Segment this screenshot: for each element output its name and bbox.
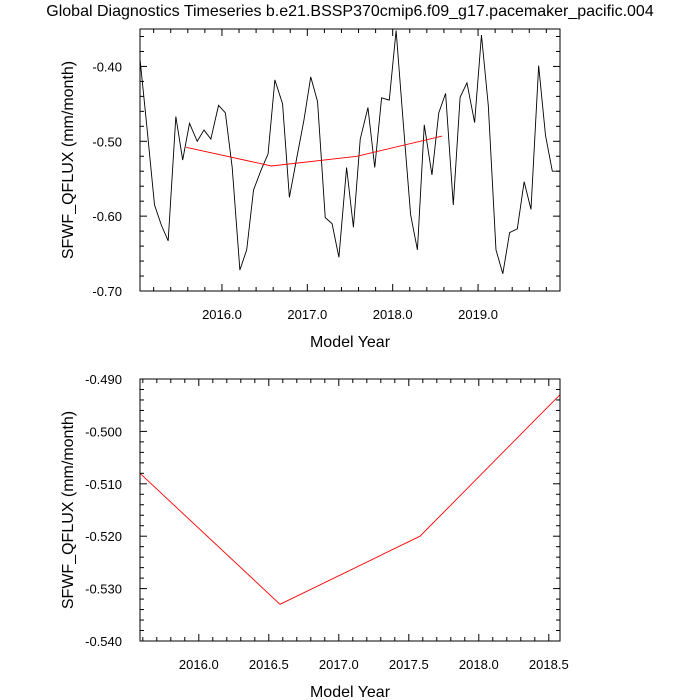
bottom-y-tick-label: -0.530: [85, 582, 122, 597]
bottom-tick-labels: 2016.0 2016.5 2017.0 2017.5 2018.0 2018.5 -0.5…: [85, 372, 569, 672]
top-y-tick-label: -0.50: [92, 134, 122, 149]
bottom-x-axis-label: Model Year: [310, 684, 391, 700]
top-axis-ticks: [140, 29, 560, 292]
top-x-tick-label: 2016.0: [202, 307, 242, 322]
bottom-axis-ticks: [140, 378, 560, 642]
top-x-axis-label: Model Year: [310, 334, 391, 351]
bottom-panel: 2016.0 2016.5 2017.0 2017.5 2018.0 2018.5 -0.5…: [60, 372, 569, 700]
top-panel: 2016.0 2017.0 2018.0 2019.0 -0.70 -0.60 -0.50 -…: [60, 28, 561, 351]
bottom-y-axis-label: SFWF_QFLUX (mm/month): [60, 411, 77, 609]
top-y-axis-label: SFWF_QFLUX (mm/month): [60, 61, 77, 259]
figure-title: Global Diagnostics Timeseries b.e21.BSSP…: [46, 3, 654, 20]
bottom-y-tick-label: -0.540: [85, 634, 122, 649]
top-x-tick-label: 2017.0: [287, 307, 327, 322]
top-plot-frame: [139, 28, 561, 292]
bottom-y-tick-label: -0.510: [85, 477, 122, 492]
top-plot-marks: [139, 30, 560, 274]
bottom-x-tick-label: 2016.0: [179, 657, 219, 672]
bottom-plot-marks: [139, 394, 561, 605]
bottom-x-tick-label: 2017.5: [389, 657, 429, 672]
bottom-y-tick-label: -0.500: [85, 424, 122, 439]
bottom-series-0-line: [139, 394, 561, 605]
top-y-tick-label: -0.70: [92, 284, 122, 299]
bottom-plot-frame: [139, 378, 561, 642]
bottom-y-tick-label: -0.520: [85, 529, 122, 544]
top-y-tick-label: -0.60: [92, 209, 122, 224]
bottom-y-tick-label: -0.490: [85, 372, 122, 387]
top-x-tick-label: 2018.0: [373, 307, 413, 322]
bottom-x-tick-label: 2018.5: [529, 657, 569, 672]
top-x-tick-label: 2019.0: [458, 307, 498, 322]
bottom-x-tick-label: 2018.0: [459, 657, 499, 672]
bottom-x-tick-label: 2017.0: [319, 657, 359, 672]
top-series-1-line: [186, 135, 443, 167]
top-series-0-line: [139, 30, 560, 274]
top-tick-labels: 2016.0 2017.0 2018.0 2019.0 -0.70 -0.60 -0.50 -…: [92, 59, 498, 322]
bottom-x-tick-label: 2016.5: [249, 657, 289, 672]
top-y-tick-label: -0.40: [92, 59, 122, 74]
